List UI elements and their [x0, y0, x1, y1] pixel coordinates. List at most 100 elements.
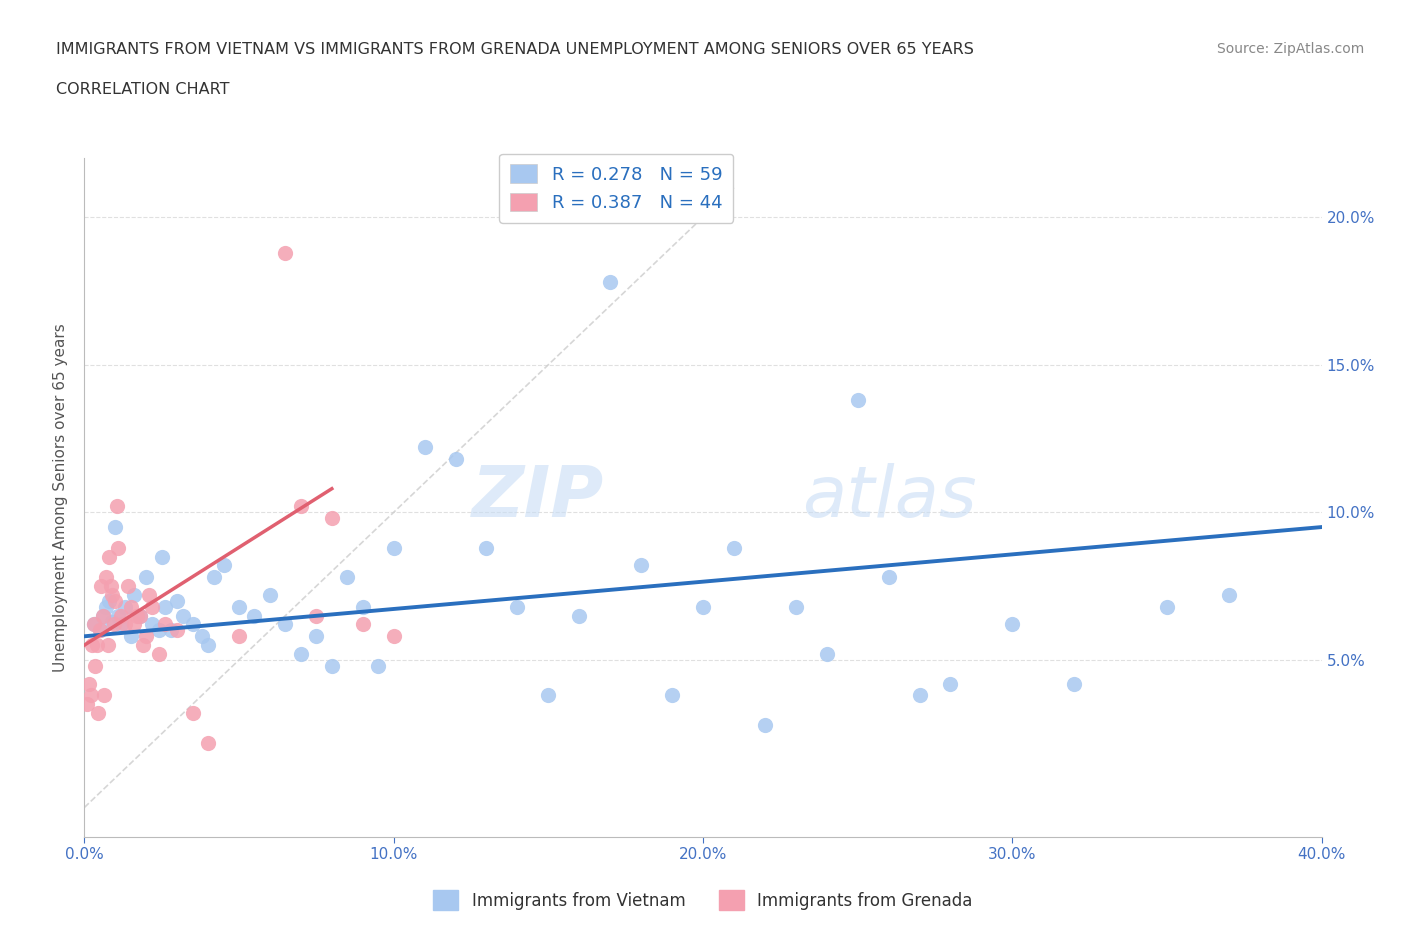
- Point: [110, 617, 132, 631]
- Point: [908, 688, 931, 703]
- Point: [89, 623, 111, 638]
- Point: [98, 593, 121, 608]
- Point: [77, 676, 100, 691]
- Point: [120, 629, 142, 644]
- Point: [352, 599, 374, 614]
- Point: [101, 588, 124, 603]
- Point: [114, 617, 136, 631]
- Y-axis label: Unemployment Among Seniors over 65 years: Unemployment Among Seniors over 65 years: [53, 324, 69, 671]
- Point: [105, 499, 128, 514]
- Point: [148, 646, 170, 661]
- Point: [754, 717, 776, 732]
- Point: [939, 676, 962, 691]
- Point: [97, 638, 120, 653]
- Point: [537, 688, 560, 703]
- Point: [321, 658, 343, 673]
- Text: Source: ZipAtlas.com: Source: ZipAtlas.com: [1216, 42, 1364, 56]
- Point: [228, 629, 250, 644]
- Text: IMMIGRANTS FROM VIETNAM VS IMMIGRANTS FROM GRENADA UNEMPLOYMENT AMONG SENIORS OV: IMMIGRANTS FROM VIETNAM VS IMMIGRANTS FR…: [56, 42, 974, 57]
- Point: [444, 452, 467, 467]
- Point: [107, 540, 129, 555]
- Point: [274, 617, 297, 631]
- Point: [114, 599, 136, 614]
- Point: [84, 658, 107, 673]
- Point: [120, 599, 142, 614]
- Point: [129, 608, 152, 623]
- Point: [846, 392, 869, 407]
- Point: [94, 599, 117, 614]
- Point: [122, 617, 145, 631]
- Point: [692, 599, 714, 614]
- Point: [93, 688, 115, 703]
- Point: [785, 599, 807, 614]
- Point: [305, 608, 328, 623]
- Point: [1063, 676, 1085, 691]
- Point: [367, 658, 389, 673]
- Point: [117, 578, 139, 593]
- Point: [723, 540, 745, 555]
- Point: [150, 549, 173, 564]
- Point: [91, 608, 114, 623]
- Legend: R = 0.278   N = 59, R = 0.387   N = 44: R = 0.278 N = 59, R = 0.387 N = 44: [499, 153, 734, 223]
- Point: [98, 549, 121, 564]
- Point: [138, 588, 160, 603]
- Point: [91, 608, 114, 623]
- Point: [202, 570, 225, 585]
- Point: [382, 629, 405, 644]
- Point: [599, 274, 621, 289]
- Point: [135, 629, 157, 644]
- Point: [243, 608, 266, 623]
- Point: [110, 608, 132, 623]
- Point: [661, 688, 683, 703]
- Point: [122, 588, 145, 603]
- Point: [305, 629, 328, 644]
- Point: [94, 570, 117, 585]
- Point: [135, 570, 157, 585]
- Point: [259, 588, 281, 603]
- Point: [181, 706, 204, 721]
- Point: [191, 629, 214, 644]
- Point: [104, 593, 127, 608]
- Point: [76, 697, 98, 711]
- Legend: Immigrants from Vietnam, Immigrants from Grenada: Immigrants from Vietnam, Immigrants from…: [427, 884, 979, 917]
- Point: [129, 608, 152, 623]
- Point: [125, 608, 148, 623]
- Point: [89, 623, 111, 638]
- Point: [153, 599, 176, 614]
- Text: CORRELATION CHART: CORRELATION CHART: [56, 82, 229, 97]
- Point: [160, 623, 183, 638]
- Point: [132, 638, 155, 653]
- Point: [290, 646, 312, 661]
- Point: [141, 617, 163, 631]
- Point: [475, 540, 498, 555]
- Point: [877, 570, 900, 585]
- Point: [506, 599, 529, 614]
- Point: [815, 646, 838, 661]
- Point: [107, 608, 129, 623]
- Point: [630, 558, 652, 573]
- Point: [1001, 617, 1024, 631]
- Point: [101, 614, 124, 629]
- Point: [336, 570, 359, 585]
- Point: [153, 617, 176, 631]
- Point: [181, 617, 204, 631]
- Point: [228, 599, 250, 614]
- Point: [148, 623, 170, 638]
- Point: [83, 617, 105, 631]
- Point: [166, 623, 188, 638]
- Text: atlas: atlas: [801, 463, 977, 532]
- Point: [212, 558, 235, 573]
- Point: [568, 608, 591, 623]
- Point: [382, 540, 405, 555]
- Point: [103, 617, 125, 631]
- Point: [1156, 599, 1178, 614]
- Point: [1218, 588, 1240, 603]
- Text: ZIP: ZIP: [472, 463, 605, 532]
- Point: [82, 638, 104, 653]
- Point: [172, 608, 194, 623]
- Point: [104, 520, 127, 535]
- Point: [413, 440, 436, 455]
- Point: [90, 578, 112, 593]
- Point: [87, 706, 110, 721]
- Point: [100, 578, 122, 593]
